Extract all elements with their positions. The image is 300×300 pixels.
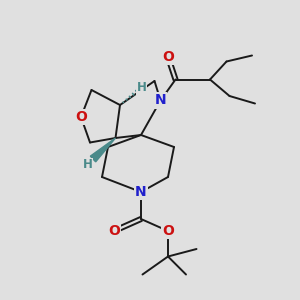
Text: O: O	[75, 110, 87, 124]
Polygon shape	[90, 138, 116, 162]
Text: O: O	[162, 50, 174, 64]
Text: N: N	[155, 94, 166, 107]
Text: O: O	[108, 224, 120, 238]
Text: O: O	[162, 224, 174, 238]
Text: N: N	[135, 185, 147, 199]
Text: H: H	[83, 158, 92, 172]
Text: H: H	[137, 81, 146, 94]
